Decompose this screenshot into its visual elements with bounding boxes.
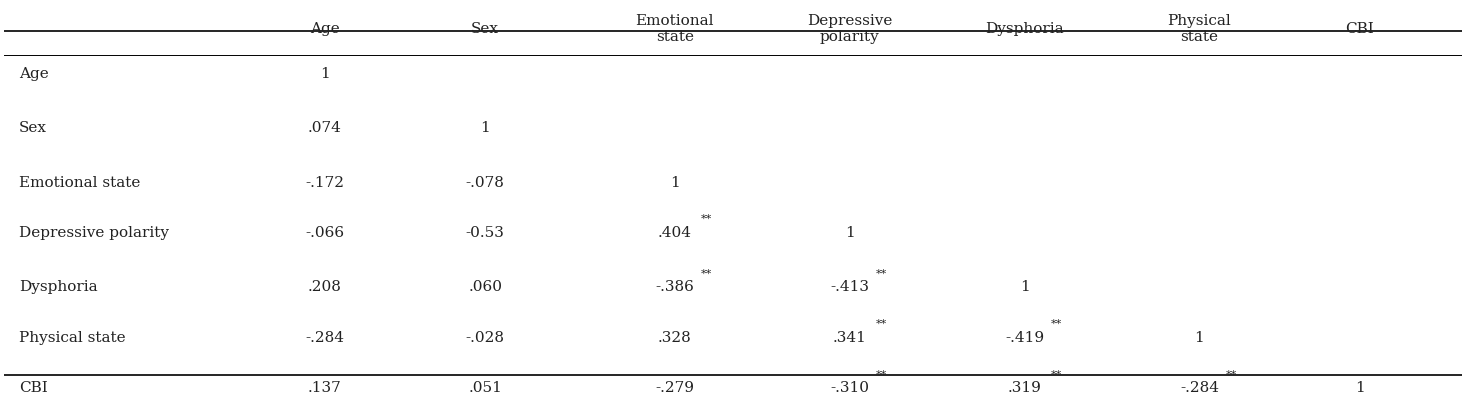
Text: .137: .137 [308, 381, 342, 395]
Text: 1: 1 [844, 226, 855, 240]
Text: .404: .404 [658, 226, 692, 240]
Text: .328: .328 [658, 331, 692, 345]
Text: Dysphoria: Dysphoria [19, 280, 97, 294]
Text: .319: .319 [1007, 381, 1041, 395]
Text: **: ** [1051, 370, 1061, 380]
Text: .074: .074 [308, 121, 342, 135]
Text: CBI: CBI [19, 381, 47, 395]
Text: Age: Age [309, 22, 340, 36]
Text: .341: .341 [833, 331, 866, 345]
Text: 1: 1 [320, 67, 330, 81]
Text: Age: Age [19, 67, 48, 81]
Text: -.310: -.310 [830, 381, 869, 395]
Text: **: ** [1226, 370, 1237, 380]
Text: -.028: -.028 [466, 331, 504, 345]
Text: .060: .060 [468, 280, 503, 294]
Text: -.386: -.386 [655, 280, 693, 294]
Text: Emotional state: Emotional state [19, 176, 141, 190]
Text: -.419: -.419 [1006, 331, 1044, 345]
Text: 1: 1 [1195, 331, 1205, 345]
Text: **: ** [875, 370, 887, 380]
Text: -.284: -.284 [1180, 381, 1218, 395]
Text: Emotional
state: Emotional state [635, 14, 714, 44]
Text: 1: 1 [1020, 280, 1029, 294]
Text: -.066: -.066 [305, 226, 345, 240]
Text: -0.53: -0.53 [466, 226, 504, 240]
Text: **: ** [875, 269, 887, 279]
Text: Sex: Sex [471, 22, 500, 36]
Text: -.172: -.172 [305, 176, 345, 190]
Text: Dysphoria: Dysphoria [985, 22, 1064, 36]
Text: 1: 1 [670, 176, 680, 190]
Text: -.279: -.279 [655, 381, 695, 395]
Text: Physical state: Physical state [19, 331, 126, 345]
Text: Depressive polarity: Depressive polarity [19, 226, 169, 240]
Text: .051: .051 [468, 381, 503, 395]
Text: Sex: Sex [19, 121, 47, 135]
Text: -.078: -.078 [466, 176, 504, 190]
Text: CBI: CBI [1346, 22, 1374, 36]
Text: **: ** [701, 269, 712, 279]
Text: .208: .208 [308, 280, 342, 294]
Text: **: ** [701, 214, 712, 224]
Text: **: ** [1051, 319, 1061, 329]
Text: Depressive
polarity: Depressive polarity [806, 14, 893, 44]
Text: Physical
state: Physical state [1167, 14, 1231, 44]
Text: -.284: -.284 [305, 331, 345, 345]
Text: -.413: -.413 [830, 280, 869, 294]
Text: 1: 1 [1355, 381, 1365, 395]
Text: 1: 1 [481, 121, 490, 135]
Text: **: ** [875, 319, 887, 329]
